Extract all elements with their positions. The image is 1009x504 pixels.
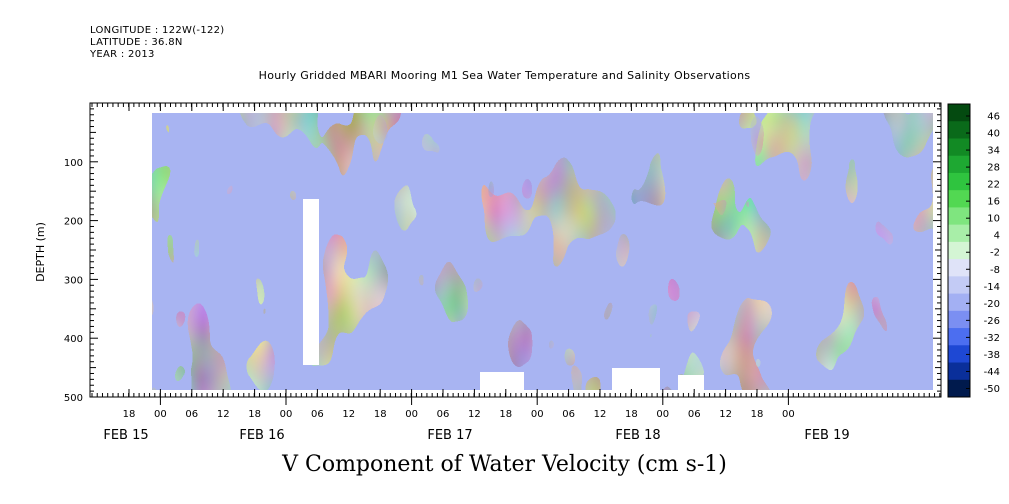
colorbar-segment bbox=[948, 310, 970, 329]
colorbar-label: -26 bbox=[984, 316, 1000, 327]
x-hour-tick-label: 12 bbox=[217, 409, 230, 420]
y-tick-label: 100 bbox=[64, 158, 83, 169]
x-hour-tick-label: 06 bbox=[688, 409, 701, 420]
x-hour-tick-label: 12 bbox=[719, 409, 732, 420]
x-hour-tick-label: 18 bbox=[123, 409, 136, 420]
colorbar-segment bbox=[948, 276, 970, 295]
x-hour-tick-label: 00 bbox=[154, 409, 167, 420]
colorbar-segment bbox=[948, 172, 970, 191]
y-axis: 100 200 300 400 500 bbox=[64, 108, 941, 404]
chart-title: Hourly Gridded MBARI Mooring M1 Sea Wate… bbox=[258, 69, 751, 82]
colorbar-label: 10 bbox=[987, 214, 1000, 225]
x-hour-tick-label: 06 bbox=[562, 409, 575, 420]
x-hour-tick-label: 18 bbox=[625, 409, 638, 420]
colorbar-label: -8 bbox=[990, 265, 1000, 276]
colorbar-segment bbox=[948, 328, 970, 346]
colorbar-segment bbox=[948, 293, 970, 312]
missing-data-gap bbox=[678, 375, 704, 392]
x-hour-tick-label: 12 bbox=[342, 409, 355, 420]
x-hour-tick-label: 00 bbox=[405, 409, 418, 420]
colorbar-label: -2 bbox=[990, 248, 1000, 259]
colorbar-label: -38 bbox=[984, 350, 1000, 361]
x-date-label: FEB 17 bbox=[427, 428, 472, 443]
colorbar-label: 46 bbox=[987, 112, 1000, 123]
colorbar-segment bbox=[948, 379, 970, 398]
colorbar-label: -50 bbox=[984, 384, 1000, 395]
colorbar-label: 4 bbox=[994, 231, 1000, 242]
y-tick-label: 400 bbox=[64, 334, 83, 345]
longitude-label: LONGITUDE : 122W(-122) bbox=[90, 25, 225, 36]
colorbar-segment bbox=[948, 207, 970, 226]
missing-data-gap bbox=[612, 368, 660, 392]
colorbar-segment bbox=[948, 362, 970, 381]
colorbar-label: -44 bbox=[984, 367, 1000, 378]
x-date-label: FEB 18 bbox=[615, 428, 660, 443]
missing-data-gap bbox=[303, 199, 319, 365]
colorbar-segment bbox=[948, 190, 970, 208]
latitude-label: LATITUDE : 36.8N bbox=[90, 37, 183, 48]
x-date-label: FEB 15 bbox=[103, 428, 148, 443]
x-hour-tick-label: 18 bbox=[248, 409, 261, 420]
colorbar-segment bbox=[948, 104, 970, 122]
colorbar-segment bbox=[948, 224, 970, 243]
velocity-field bbox=[152, 113, 933, 390]
year-label: YEAR : 2013 bbox=[90, 49, 155, 60]
missing-data-gap bbox=[480, 372, 524, 392]
colorbar-segment bbox=[948, 138, 970, 157]
colorbar-label: 40 bbox=[987, 129, 1000, 140]
x-date-label: FEB 19 bbox=[804, 428, 849, 443]
strong-negative-patches bbox=[152, 113, 933, 390]
y-tick-label: 200 bbox=[64, 217, 83, 228]
colorbar-segment bbox=[948, 121, 970, 139]
colorbar-label: 16 bbox=[987, 197, 1000, 208]
x-date-label: FEB 16 bbox=[239, 428, 284, 443]
colorbar-label: 34 bbox=[987, 146, 1000, 157]
x-axis: 18 00 06 12 18 00 06 12 18 00 06 12 18 00 06 12 18 00 06 12… bbox=[91, 103, 941, 443]
x-hour-tick-label: 18 bbox=[499, 409, 512, 420]
colorbar-segment bbox=[948, 155, 970, 174]
y-tick-label: 300 bbox=[64, 275, 83, 286]
y-axis-label: DEPTH (m) bbox=[34, 222, 47, 282]
y-tick-label: 500 bbox=[64, 393, 83, 404]
x-hour-tick-label: 00 bbox=[280, 409, 293, 420]
colorbar-label: 28 bbox=[987, 163, 1000, 174]
colorbar-frame bbox=[947, 103, 971, 398]
x-hour-tick-label: 00 bbox=[656, 409, 669, 420]
colorbar-segment bbox=[948, 259, 970, 277]
colorbar-segment bbox=[948, 345, 970, 364]
colorbar-segment bbox=[948, 241, 970, 260]
x-hour-tick-label: 00 bbox=[782, 409, 795, 420]
x-hour-tick-label: 06 bbox=[311, 409, 324, 420]
x-hour-tick-label: 12 bbox=[594, 409, 607, 420]
colorbar-label: -20 bbox=[984, 299, 1000, 310]
colorbar-label: -14 bbox=[984, 282, 1000, 293]
x-hour-tick-label: 06 bbox=[185, 409, 198, 420]
colorbar-label: 22 bbox=[987, 180, 1000, 191]
x-hour-tick-label: 18 bbox=[374, 409, 387, 420]
x-axis-title: V Component of Water Velocity (cm s-1) bbox=[282, 452, 727, 477]
x-hour-tick-label: 12 bbox=[468, 409, 481, 420]
x-hour-tick-label: 18 bbox=[751, 409, 764, 420]
colorbar-label: -32 bbox=[984, 333, 1000, 344]
x-hour-tick-label: 06 bbox=[437, 409, 450, 420]
colorbar: 46 40 34 28 22 16 10 4 -2 -8 -14 -20 -26 -32 -38 -44 -50 bbox=[947, 103, 1000, 398]
x-hour-tick-label: 00 bbox=[531, 409, 544, 420]
